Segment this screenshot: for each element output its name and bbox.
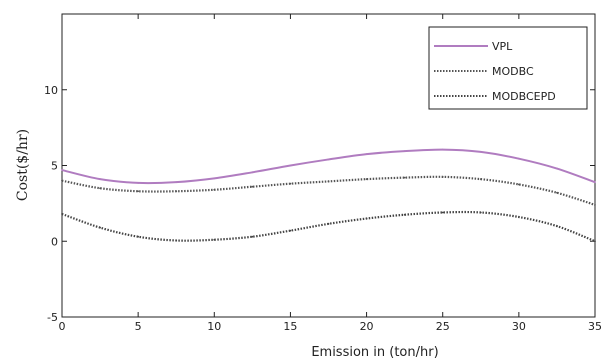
- x-tick-label: 20: [360, 320, 374, 333]
- x-axis-title: Emission in (ton/hr): [311, 345, 438, 360]
- x-tick-label: 5: [135, 320, 142, 333]
- series-point-vpl: [289, 164, 292, 167]
- series-point-vpl: [213, 177, 216, 180]
- series-point-vpl: [556, 167, 558, 170]
- series-point-modbcepd: [175, 239, 178, 242]
- y-tick-label: 5: [51, 160, 58, 173]
- series-point-modbc: [556, 191, 558, 194]
- x-tick-label: 10: [207, 320, 221, 333]
- y-tick-label: -5: [47, 311, 58, 324]
- series-point-modbc: [479, 178, 482, 181]
- series-point-modbcepd: [441, 211, 444, 214]
- x-tick-label: 25: [436, 320, 450, 333]
- series-group: [61, 148, 596, 243]
- series-point-modbc: [175, 190, 178, 193]
- series-point-modbc: [289, 182, 292, 185]
- y-tick-label: 10: [44, 84, 58, 97]
- series-point-modbcepd: [99, 226, 101, 229]
- series-point-modbcepd: [365, 217, 368, 220]
- series-point-modbc: [99, 187, 101, 190]
- legend: VPL MODBC MODBCEPD: [428, 26, 588, 110]
- series-point-modbcepd: [61, 213, 63, 215]
- series-point-modbc: [441, 175, 444, 178]
- series-point-modbc: [61, 179, 63, 182]
- x-tick-label: 0: [59, 320, 66, 333]
- series-point-vpl: [99, 178, 101, 181]
- series-point-modbcepd: [517, 216, 520, 218]
- series-point-modbc: [137, 190, 140, 193]
- series-point-vpl: [327, 158, 330, 161]
- x-tick-label: 15: [283, 320, 297, 333]
- legend-label-modbc: MODBC: [492, 65, 534, 78]
- series-point-vpl: [479, 150, 482, 153]
- series-point-modbcepd: [403, 213, 406, 216]
- y-tick-label: 0: [51, 235, 58, 248]
- series-point-modbc: [517, 183, 520, 186]
- series-point-vpl: [441, 148, 444, 151]
- series-point-modbcepd: [556, 225, 558, 228]
- series-point-vpl: [61, 169, 63, 171]
- series-point-modbc: [365, 178, 368, 181]
- series-point-vpl: [403, 150, 406, 153]
- series-point-vpl: [517, 157, 520, 160]
- y-axis-title: Cost($/hr): [15, 129, 31, 201]
- x-tick-label: 30: [512, 320, 526, 333]
- series-point-modbc: [594, 203, 596, 206]
- series-point-modbc: [327, 180, 330, 183]
- legend-label-vpl: VPL: [492, 40, 513, 53]
- series-point-modbcepd: [327, 222, 330, 225]
- legend-label-modbcepd: MODBCEPD: [492, 90, 556, 103]
- series-point-modbcepd: [137, 235, 140, 238]
- series-point-vpl: [175, 181, 178, 184]
- series-point-modbcepd: [289, 229, 292, 232]
- series-point-modbcepd: [479, 211, 482, 214]
- series-point-modbc: [213, 188, 216, 191]
- series-point-vpl: [137, 182, 140, 184]
- series-point-vpl: [365, 153, 368, 156]
- series-point-modbc: [251, 185, 254, 188]
- series-point-modbcepd: [213, 238, 216, 241]
- series-point-vpl: [594, 181, 596, 184]
- series-point-vpl: [251, 171, 254, 174]
- x-tick-label: 35: [588, 320, 602, 333]
- series-point-modbcepd: [251, 235, 254, 238]
- series-point-modbcepd: [594, 240, 596, 243]
- series-point-modbc: [403, 176, 406, 179]
